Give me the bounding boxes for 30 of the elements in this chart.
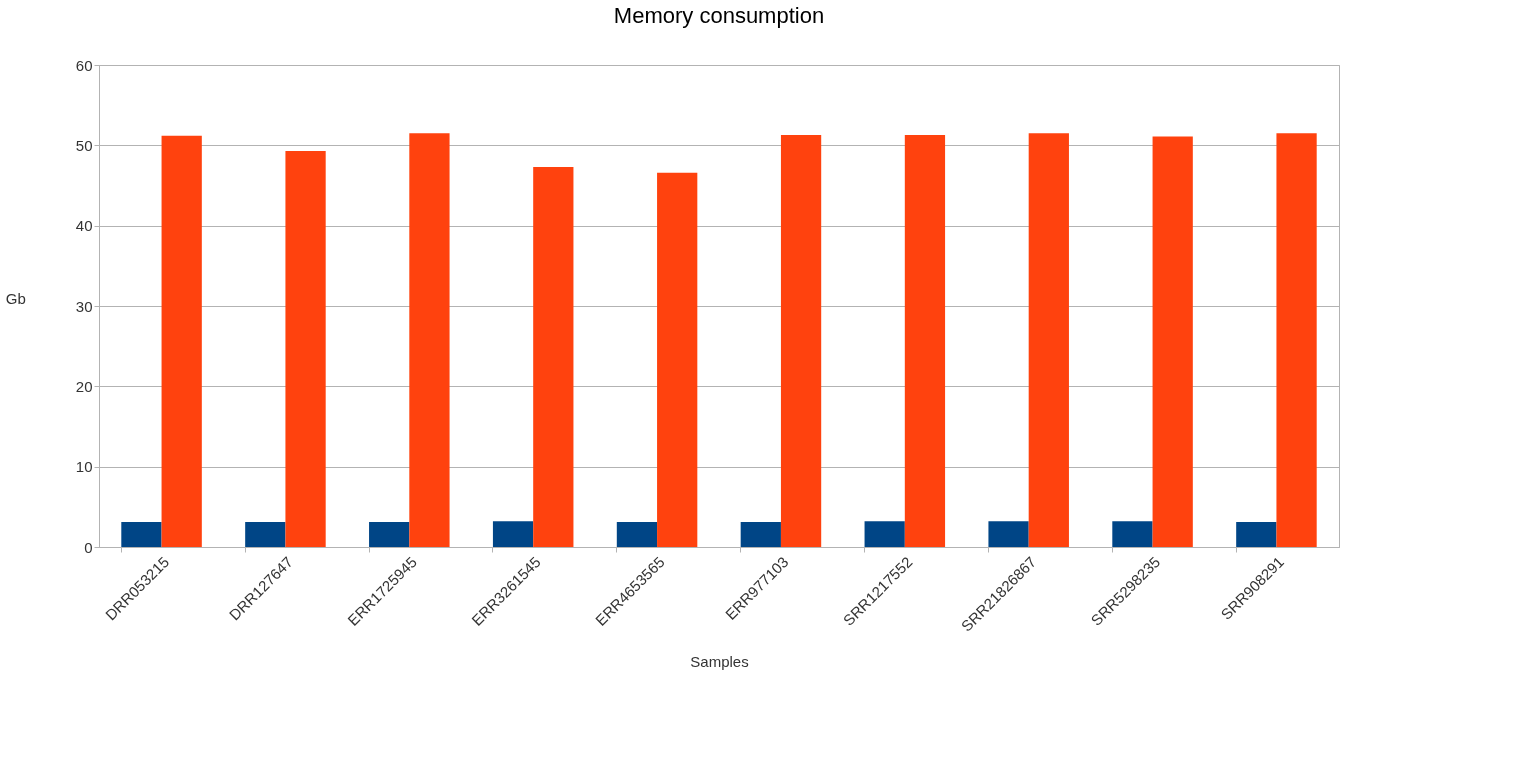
bar — [285, 150, 326, 547]
bar — [1028, 133, 1069, 547]
bar — [1112, 521, 1153, 547]
y-tick-label: 0 — [84, 538, 93, 556]
y-tick-label: 50 — [75, 136, 93, 154]
bar — [369, 522, 410, 547]
bar — [780, 134, 822, 547]
bar — [161, 135, 202, 547]
bar — [533, 167, 574, 547]
bar — [616, 522, 658, 547]
y-tick-label: 10 — [75, 458, 93, 476]
bar — [409, 133, 450, 547]
y-tick-label: 30 — [75, 297, 93, 315]
bar — [1276, 133, 1317, 547]
x-axis-title: Samples — [690, 652, 749, 670]
bar — [1152, 136, 1193, 547]
bar — [740, 522, 781, 547]
bar — [121, 522, 162, 547]
y-tick-label: 60 — [75, 56, 93, 74]
bar — [1236, 522, 1277, 547]
bar — [988, 521, 1029, 547]
y-tick-label: 20 — [75, 377, 93, 395]
bar — [864, 521, 905, 547]
bar — [904, 134, 946, 547]
chart-title: Memory consumption — [613, 3, 825, 28]
bar — [657, 172, 698, 547]
y-tick-label: 40 — [75, 217, 93, 235]
bar — [245, 522, 286, 547]
bar — [492, 521, 534, 547]
y-axis-title: Gb — [5, 289, 26, 307]
